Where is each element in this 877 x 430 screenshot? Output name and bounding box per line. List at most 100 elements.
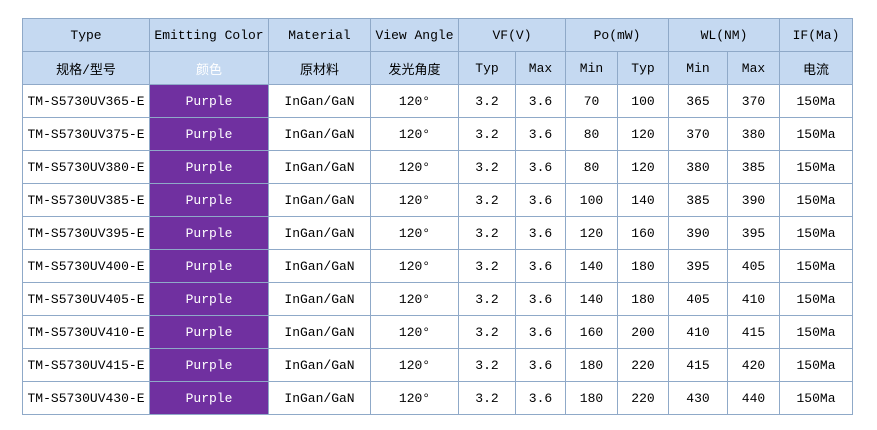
data-cell: Purple <box>149 315 269 349</box>
data-cell: 3.2 <box>458 348 516 382</box>
data-cell: 430 <box>668 381 728 415</box>
data-cell: InGan/GaN <box>268 216 371 250</box>
data-cell: 150Ma <box>779 282 853 316</box>
data-cell: Purple <box>149 249 269 283</box>
data-cell: Purple <box>149 381 269 415</box>
subheader-cell: Min <box>565 51 618 85</box>
data-cell: TM-S5730UV405-E <box>22 282 150 316</box>
subheader-cell: 电流 <box>779 51 853 85</box>
data-cell: 385 <box>668 183 728 217</box>
data-cell: 120 <box>617 117 669 151</box>
data-cell: 3.6 <box>515 381 566 415</box>
header-cell: Type <box>22 18 150 52</box>
data-cell: InGan/GaN <box>268 84 371 118</box>
subheader-cell: Max <box>515 51 566 85</box>
data-cell: 120° <box>370 117 459 151</box>
data-cell: 3.6 <box>515 315 566 349</box>
data-cell: 120° <box>370 84 459 118</box>
data-cell: 395 <box>668 249 728 283</box>
data-cell: 385 <box>727 150 780 184</box>
data-row: TM-S5730UV405-E Purple InGan/GaN 120° 3.2 3.6… <box>22 282 853 316</box>
data-cell: 415 <box>727 315 780 349</box>
data-cell: Purple <box>149 84 269 118</box>
data-cell: TM-S5730UV375-E <box>22 117 150 151</box>
data-cell: 3.6 <box>515 183 566 217</box>
data-cell: 140 <box>565 249 618 283</box>
data-cell: 120 <box>565 216 618 250</box>
data-row: TM-S5730UV395-E Purple InGan/GaN 120° 3.2 3.6… <box>22 216 853 250</box>
subheader-cell: 原材料 <box>268 51 371 85</box>
data-cell: 100 <box>617 84 669 118</box>
data-cell: 180 <box>565 348 618 382</box>
data-cell: 140 <box>565 282 618 316</box>
data-cell: 150Ma <box>779 117 853 151</box>
data-cell: TM-S5730UV430-E <box>22 381 150 415</box>
data-row: TM-S5730UV385-E Purple InGan/GaN 120° 3.2 3.6… <box>22 183 853 217</box>
data-cell: 180 <box>617 249 669 283</box>
data-cell: 150Ma <box>779 183 853 217</box>
data-cell: 420 <box>727 348 780 382</box>
data-cell: TM-S5730UV385-E <box>22 183 150 217</box>
data-cell: 3.6 <box>515 216 566 250</box>
data-cell: 220 <box>617 381 669 415</box>
data-cell: 440 <box>727 381 780 415</box>
data-cell: 120° <box>370 249 459 283</box>
data-cell: 200 <box>617 315 669 349</box>
header-cell: IF(Ma) <box>779 18 853 52</box>
data-cell: 3.6 <box>515 150 566 184</box>
data-cell: 3.6 <box>515 282 566 316</box>
subheader-cell: Typ <box>617 51 669 85</box>
data-cell: 150Ma <box>779 84 853 118</box>
subheader-cell: Min <box>668 51 728 85</box>
data-cell: TM-S5730UV380-E <box>22 150 150 184</box>
data-cell: TM-S5730UV395-E <box>22 216 150 250</box>
data-cell: 120° <box>370 150 459 184</box>
data-cell: 410 <box>668 315 728 349</box>
data-cell: InGan/GaN <box>268 348 371 382</box>
data-cell: 365 <box>668 84 728 118</box>
data-cell: Purple <box>149 183 269 217</box>
data-cell: 120° <box>370 348 459 382</box>
data-cell: 120 <box>617 150 669 184</box>
data-cell: InGan/GaN <box>268 183 371 217</box>
data-cell: 120° <box>370 183 459 217</box>
data-cell: Purple <box>149 150 269 184</box>
header-cell: Material <box>268 18 371 52</box>
subheader-row: 规格/型号 颜色 原材料 发光角度 Typ Max Min Typ Min Max 电流 <box>22 51 853 85</box>
data-cell: 220 <box>617 348 669 382</box>
data-cell: 80 <box>565 117 618 151</box>
subheader-cell: 规格/型号 <box>22 51 150 85</box>
data-row: TM-S5730UV380-E Purple InGan/GaN 120° 3.2 3.6… <box>22 150 853 184</box>
data-cell: InGan/GaN <box>268 249 371 283</box>
data-cell: Purple <box>149 117 269 151</box>
data-cell: 80 <box>565 150 618 184</box>
data-cell: 3.2 <box>458 150 516 184</box>
header-cell: VF(V) <box>458 18 566 52</box>
data-cell: 410 <box>727 282 780 316</box>
data-row: TM-S5730UV410-E Purple InGan/GaN 120° 3.2 3.6… <box>22 315 853 349</box>
data-cell: 150Ma <box>779 381 853 415</box>
data-cell: 3.2 <box>458 315 516 349</box>
data-cell: InGan/GaN <box>268 150 371 184</box>
data-cell: 380 <box>668 150 728 184</box>
data-cell: 70 <box>565 84 618 118</box>
data-cell: 120° <box>370 381 459 415</box>
data-cell: 3.2 <box>458 183 516 217</box>
data-cell: 150Ma <box>779 348 853 382</box>
data-cell: 150Ma <box>779 216 853 250</box>
data-cell: 370 <box>668 117 728 151</box>
data-cell: TM-S5730UV410-E <box>22 315 150 349</box>
subheader-cell: 发光角度 <box>370 51 459 85</box>
data-cell: 3.6 <box>515 117 566 151</box>
data-cell: Purple <box>149 348 269 382</box>
data-cell: 415 <box>668 348 728 382</box>
data-cell: TM-S5730UV400-E <box>22 249 150 283</box>
subheader-cell: Max <box>727 51 780 85</box>
data-cell: 120° <box>370 315 459 349</box>
subheader-cell: 颜色 <box>149 51 269 85</box>
data-cell: Purple <box>149 216 269 250</box>
data-cell: Purple <box>149 282 269 316</box>
data-cell: 150Ma <box>779 315 853 349</box>
data-cell: InGan/GaN <box>268 117 371 151</box>
